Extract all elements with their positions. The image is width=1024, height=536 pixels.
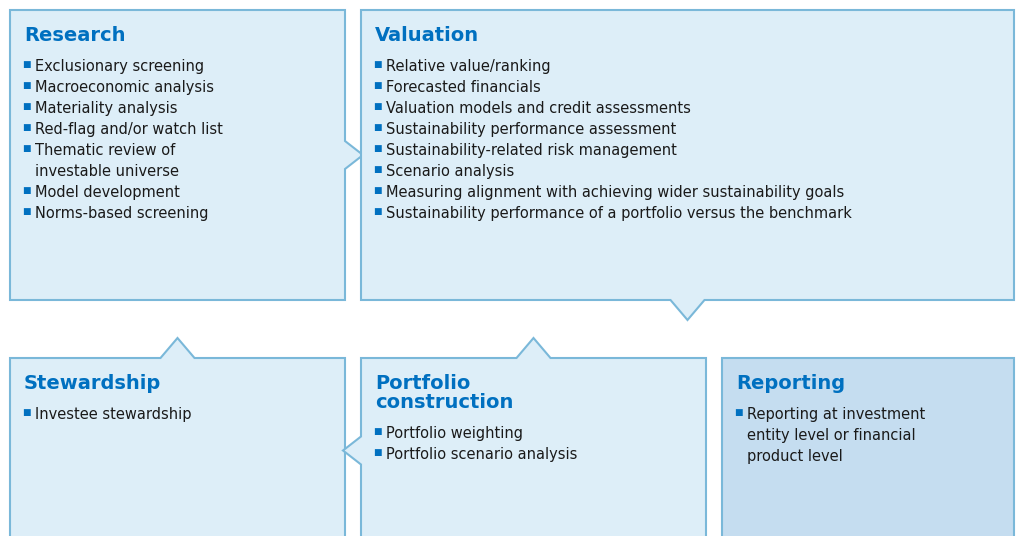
Text: entity level or financial: entity level or financial bbox=[746, 428, 915, 443]
Text: Norms-based screening: Norms-based screening bbox=[35, 206, 209, 221]
Polygon shape bbox=[361, 10, 1014, 320]
Text: ■: ■ bbox=[22, 81, 31, 90]
Text: ■: ■ bbox=[22, 144, 31, 153]
Text: Model development: Model development bbox=[35, 185, 180, 200]
Text: product level: product level bbox=[746, 449, 843, 464]
Text: Portfolio weighting: Portfolio weighting bbox=[386, 426, 523, 441]
Text: ■: ■ bbox=[373, 123, 382, 132]
Polygon shape bbox=[10, 338, 345, 536]
Text: Sustainability-related risk management: Sustainability-related risk management bbox=[386, 143, 677, 158]
Text: Materiality analysis: Materiality analysis bbox=[35, 101, 177, 116]
Text: Measuring alignment with achieving wider sustainability goals: Measuring alignment with achieving wider… bbox=[386, 185, 844, 200]
Text: ■: ■ bbox=[373, 165, 382, 174]
Text: ■: ■ bbox=[373, 81, 382, 90]
Text: Macroeconomic analysis: Macroeconomic analysis bbox=[35, 80, 214, 95]
Text: Reporting at investment: Reporting at investment bbox=[746, 407, 926, 422]
Text: Valuation: Valuation bbox=[375, 26, 479, 45]
Text: ■: ■ bbox=[22, 60, 31, 69]
Text: Research: Research bbox=[24, 26, 126, 45]
Text: Investee stewardship: Investee stewardship bbox=[35, 407, 191, 422]
Text: Valuation models and credit assessments: Valuation models and credit assessments bbox=[386, 101, 691, 116]
Text: investable universe: investable universe bbox=[35, 164, 179, 179]
Text: Sustainability performance of a portfolio versus the benchmark: Sustainability performance of a portfoli… bbox=[386, 206, 852, 221]
Text: Portfolio: Portfolio bbox=[375, 374, 470, 393]
Polygon shape bbox=[10, 10, 362, 300]
FancyBboxPatch shape bbox=[722, 358, 1014, 536]
Text: construction: construction bbox=[375, 393, 513, 412]
Text: Exclusionary screening: Exclusionary screening bbox=[35, 59, 204, 74]
Text: Sustainability performance assessment: Sustainability performance assessment bbox=[386, 122, 676, 137]
Text: ■: ■ bbox=[22, 102, 31, 111]
Text: Scenario analysis: Scenario analysis bbox=[386, 164, 514, 179]
Text: ■: ■ bbox=[734, 408, 742, 417]
Text: Portfolio scenario analysis: Portfolio scenario analysis bbox=[386, 447, 578, 462]
Text: ■: ■ bbox=[22, 123, 31, 132]
Polygon shape bbox=[343, 338, 706, 536]
Text: Red-flag and/or watch list: Red-flag and/or watch list bbox=[35, 122, 223, 137]
Text: ■: ■ bbox=[22, 207, 31, 216]
Text: ■: ■ bbox=[373, 427, 382, 436]
Text: Stewardship: Stewardship bbox=[24, 374, 161, 393]
Text: Forecasted financials: Forecasted financials bbox=[386, 80, 541, 95]
Text: ■: ■ bbox=[373, 207, 382, 216]
Text: ■: ■ bbox=[373, 448, 382, 457]
Text: ■: ■ bbox=[22, 408, 31, 417]
Text: ■: ■ bbox=[373, 144, 382, 153]
Text: Thematic review of: Thematic review of bbox=[35, 143, 175, 158]
Text: Reporting: Reporting bbox=[736, 374, 845, 393]
Text: Relative value/ranking: Relative value/ranking bbox=[386, 59, 551, 74]
Text: ■: ■ bbox=[373, 102, 382, 111]
Text: ■: ■ bbox=[22, 186, 31, 195]
Text: ■: ■ bbox=[373, 186, 382, 195]
Text: ■: ■ bbox=[373, 60, 382, 69]
